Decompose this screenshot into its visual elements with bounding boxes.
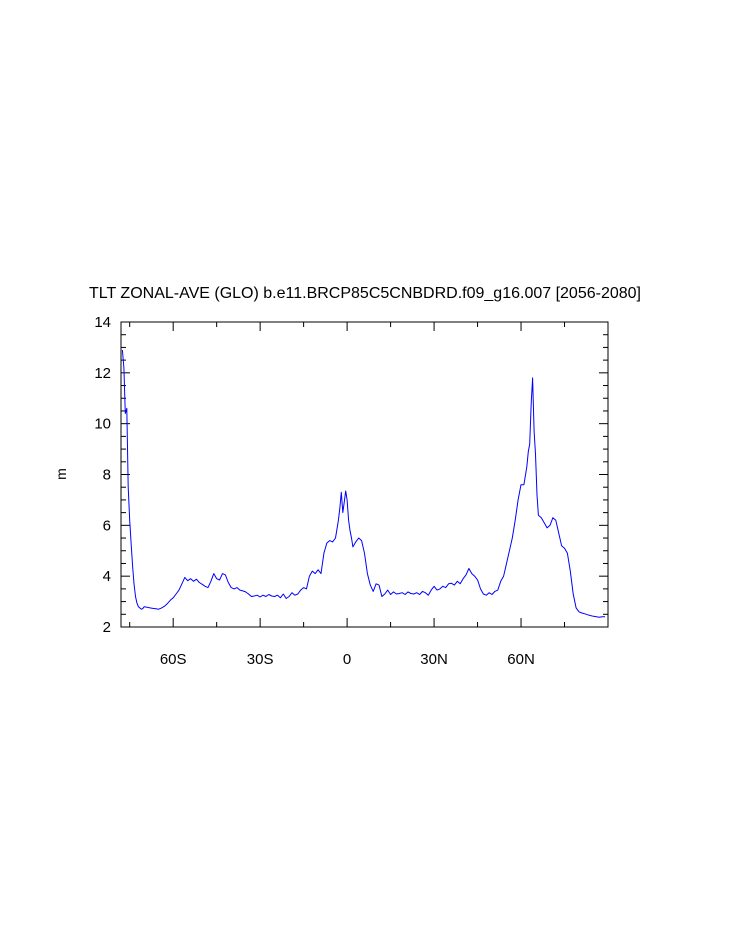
chart-title: TLT ZONAL-AVE (GLO) b.e11.BRCP85C5CNBDRD… xyxy=(89,285,641,302)
x-tick-label: 0 xyxy=(343,651,351,668)
y-tick-label: 6 xyxy=(103,517,111,534)
x-tick-label: 60S xyxy=(160,651,187,668)
y-tick-label: 4 xyxy=(103,568,111,585)
x-tick-label: 30S xyxy=(247,651,274,668)
x-tick-label: 30N xyxy=(420,651,448,668)
series-line xyxy=(121,349,606,618)
x-tick-label: 60N xyxy=(507,651,535,668)
axis-tick-labels: 2 4 6 8 10 12 14 60S 30S 0 30N 60N xyxy=(94,314,534,668)
y-tick-label: 14 xyxy=(94,314,111,331)
y-tick-label: 10 xyxy=(94,416,111,433)
data-series xyxy=(121,349,606,618)
y-tick-label: 8 xyxy=(103,467,111,484)
plot-frame xyxy=(120,321,609,628)
y-tick-label: 2 xyxy=(103,619,111,636)
y-axis-label: m xyxy=(53,468,69,480)
y-tick-label: 12 xyxy=(94,365,111,382)
